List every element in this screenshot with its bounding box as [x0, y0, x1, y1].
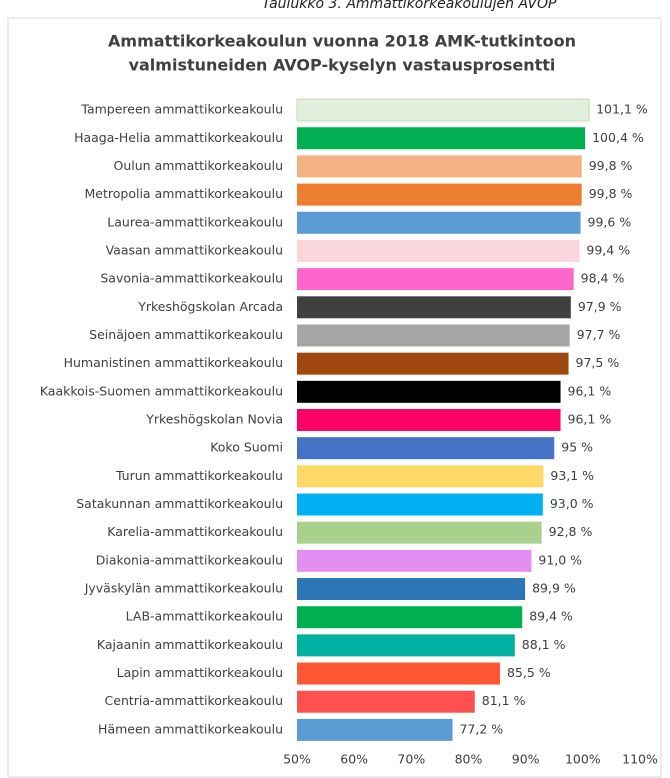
x-tick-label: 70% [397, 752, 425, 767]
x-tick-label: 110% [622, 752, 658, 767]
data-label: 97,5 % [576, 355, 620, 370]
data-label: 89,9 % [532, 581, 576, 596]
bar [297, 268, 574, 291]
data-label: 88,1 % [522, 637, 566, 652]
y-tick-label: Humanistinen ammattikorkeakoulu [64, 355, 283, 370]
bar [297, 239, 580, 262]
chart-title: Ammattikorkeakoulun vuonna 2018 AMK-tutk… [108, 32, 576, 51]
y-tick-label: Seinäjoen ammattikorkeakoulu [89, 327, 283, 342]
bar [297, 211, 581, 234]
data-label: 93,0 % [550, 496, 594, 511]
y-tick-label: Haaga-Helia ammattikorkeakoulu [74, 130, 283, 145]
data-label: 98,4 % [581, 271, 625, 286]
bar [297, 634, 515, 657]
data-label: 97,9 % [578, 299, 622, 314]
data-label: 91,0 % [538, 552, 582, 567]
data-label: 96,1 % [568, 412, 612, 427]
y-tick-label: Turun ammattikorkeakoulu [115, 468, 283, 483]
y-tick-label: Koko Suomi [210, 440, 283, 455]
y-tick-label: Savonia-ammattikorkeakoulu [100, 271, 283, 286]
data-label: 85,5 % [507, 665, 551, 680]
y-tick-label: Centria-ammattikorkeakoulu [105, 693, 283, 708]
data-label: 95 % [561, 440, 593, 455]
bar [297, 549, 532, 572]
y-tick-label: Oulun ammattikorkeakoulu [114, 158, 283, 173]
y-tick-label: LAB-ammattikorkeakoulu [126, 609, 283, 624]
bar [297, 662, 500, 685]
bar [297, 578, 526, 601]
y-tick-label: Lapin ammattikorkeakoulu [117, 665, 283, 680]
data-label: 99,4 % [586, 242, 630, 257]
data-label: 99,6 % [588, 214, 632, 229]
bar [297, 437, 555, 460]
bar [297, 690, 475, 713]
caption: Taulukko 3. Ammattikorkeakoulujen AVOP [262, 0, 557, 12]
data-label: 99,8 % [589, 186, 633, 201]
chart-title: valmistuneiden AVOP-kyselyn vastausprose… [129, 56, 556, 75]
y-tick-label: Kajaanin ammattikorkeakoulu [97, 637, 283, 652]
x-tick-label: 50% [283, 752, 311, 767]
bar [297, 380, 561, 403]
bar [297, 606, 523, 629]
x-tick-label: 80% [455, 752, 483, 767]
bar [297, 521, 542, 544]
bar [297, 296, 571, 319]
data-label: 92,8 % [549, 524, 593, 539]
y-tick-label: Kaakkois-Suomen ammattikorkeakoulu [40, 383, 283, 398]
bar [297, 465, 544, 488]
x-tick-label: 90% [512, 752, 540, 767]
data-label: 77,2 % [459, 721, 503, 736]
bar [297, 155, 582, 178]
y-tick-label: Tampereen ammattikorkeakoulu [80, 102, 283, 117]
bar [296, 98, 590, 122]
y-tick-label: Karelia-ammattikorkeakoulu [107, 524, 283, 539]
bar [297, 183, 582, 206]
data-label: 100,4 % [592, 130, 644, 145]
data-label: 99,8 % [589, 158, 633, 173]
bar [297, 718, 453, 741]
bar [297, 493, 543, 516]
x-tick-label: 100% [565, 752, 601, 767]
y-tick-label: Satakunnan ammattikorkeakoulu [76, 496, 283, 511]
data-label: 101,1 % [596, 102, 648, 117]
y-tick-label: Vaasan ammattikorkeakoulu [106, 242, 283, 257]
data-label: 81,1 % [482, 693, 526, 708]
y-tick-label: Jyväskylän ammattikorkeakoulu [84, 581, 283, 596]
bar [297, 127, 586, 150]
data-label: 93,1 % [550, 468, 594, 483]
x-tick-label: 60% [340, 752, 368, 767]
data-label: 89,4 % [529, 609, 573, 624]
bar [297, 324, 570, 347]
y-tick-label: Diakonia-ammattikorkeakoulu [96, 552, 283, 567]
y-tick-label: Hämeen ammattikorkeakoulu [98, 721, 283, 736]
y-tick-label: Yrkeshögskolan Arcada [137, 299, 283, 314]
y-tick-label: Laurea-ammattikorkeakoulu [107, 214, 283, 229]
bar [297, 409, 561, 431]
y-tick-label: Yrkeshögskolan Novia [145, 412, 283, 427]
data-label: 97,7 % [577, 327, 621, 342]
y-tick-label: Metropolia ammattikorkeakoulu [85, 186, 283, 201]
data-label: 96,1 % [568, 383, 612, 398]
bar [297, 352, 569, 375]
